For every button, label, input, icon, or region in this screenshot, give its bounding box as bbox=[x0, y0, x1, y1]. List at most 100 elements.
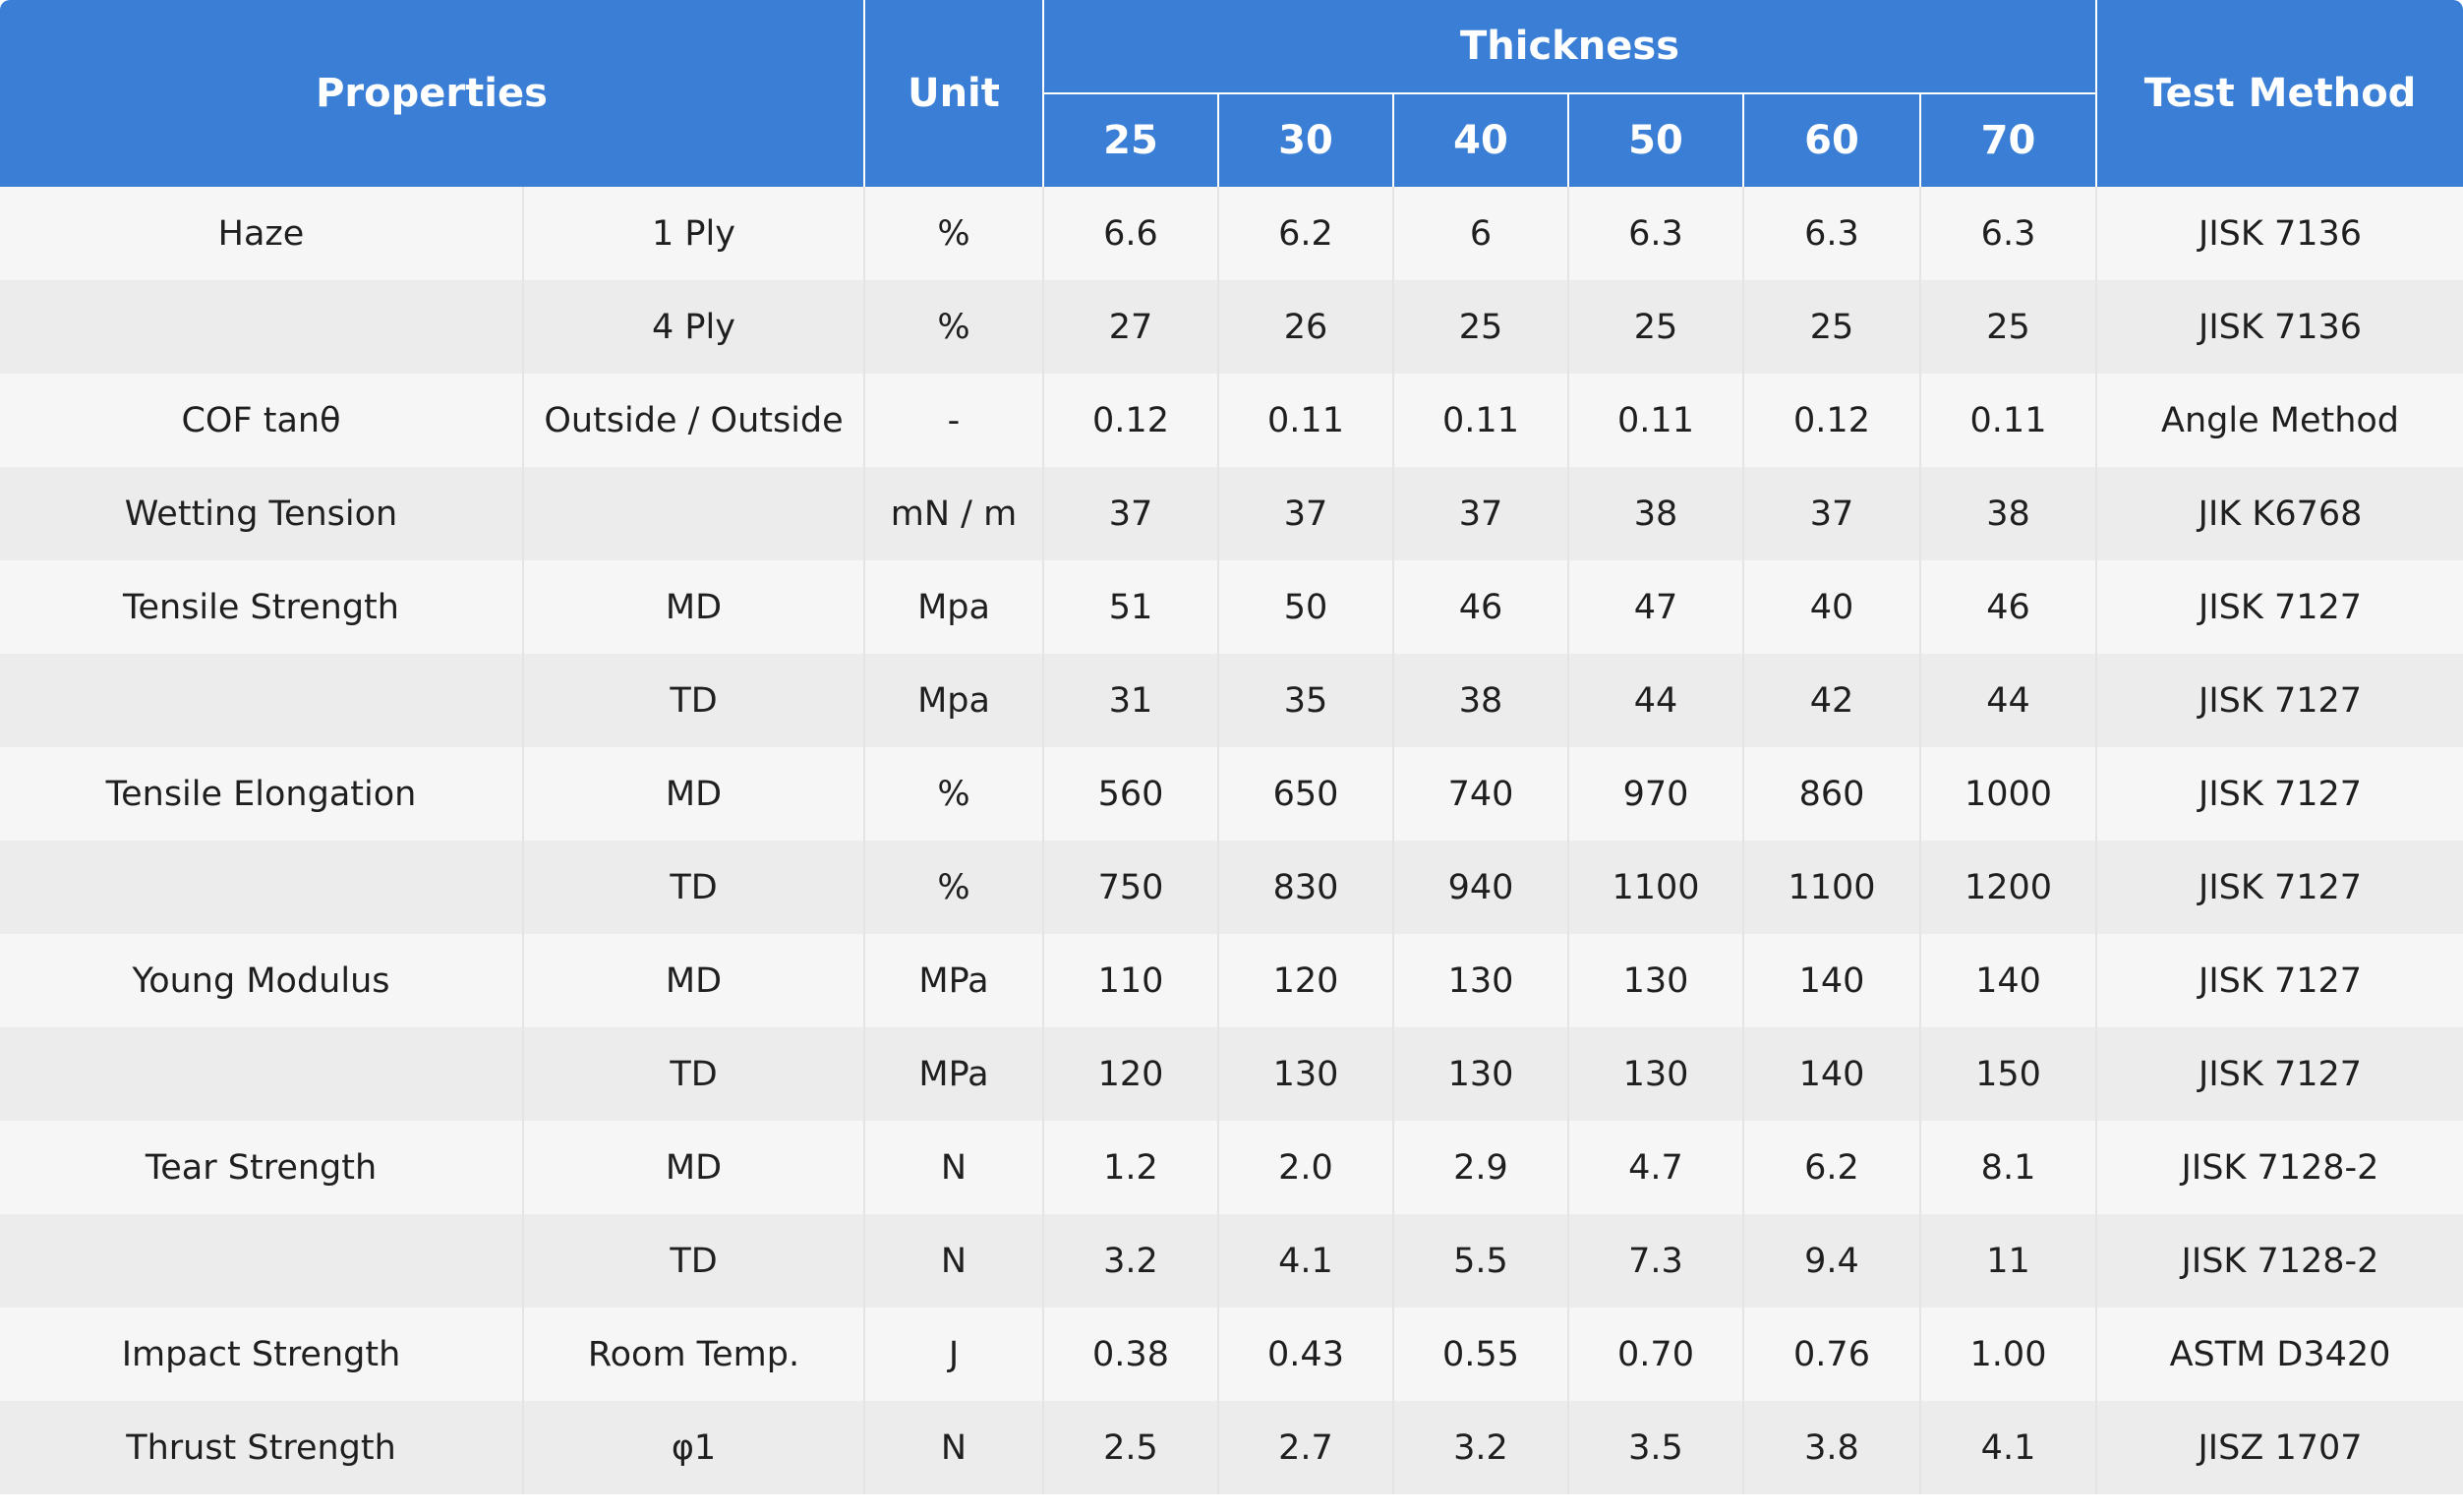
cell-value: 1.2 bbox=[1042, 1121, 1218, 1214]
cell-property bbox=[0, 280, 523, 374]
cell-property bbox=[0, 1214, 523, 1308]
cell-value: 750 bbox=[1042, 841, 1218, 934]
cell-condition: TD bbox=[522, 841, 864, 934]
header-thickness-value: 30 bbox=[1217, 92, 1394, 187]
cell-unit: % bbox=[863, 187, 1043, 280]
header-thickness: Thickness bbox=[1041, 0, 2098, 93]
cell-value: 130 bbox=[1567, 934, 1743, 1027]
cell-test-method: Angle Method bbox=[2095, 374, 2463, 467]
cell-property: Impact Strength bbox=[0, 1308, 523, 1401]
cell-value: 130 bbox=[1217, 1027, 1393, 1121]
cell-condition: Outside / Outside bbox=[522, 374, 864, 467]
cell-value: 40 bbox=[1742, 560, 1920, 654]
cell-test-method: JISK 7128-2 bbox=[2095, 1121, 2463, 1214]
table-row: Haze 1 Ply% 6.6 6.2 6 6.3 6.3 6.3 JISK 7136 bbox=[0, 187, 2463, 280]
header-thickness-value: 70 bbox=[1918, 92, 2098, 187]
table-row: 4 Ply% 27 26 25 25 25 25 JISK 7136 bbox=[0, 280, 2463, 374]
cell-value: 130 bbox=[1567, 1027, 1743, 1121]
cell-condition: MD bbox=[522, 1121, 864, 1214]
cell-value: 6.2 bbox=[1742, 1121, 1920, 1214]
cell-unit: mN / m bbox=[863, 467, 1043, 560]
cell-test-method: JISK 7136 bbox=[2095, 280, 2463, 374]
table-row: TD MPa 120 130 130 130 140 150 JISK 7127 bbox=[0, 1027, 2463, 1121]
cell-value: 44 bbox=[1567, 654, 1743, 747]
cell-value: 46 bbox=[1392, 560, 1568, 654]
cell-value: 110 bbox=[1042, 934, 1218, 1027]
cell-value: 1.00 bbox=[1918, 1308, 2097, 1401]
cell-value: 140 bbox=[1742, 1027, 1920, 1121]
cell-unit: N bbox=[863, 1214, 1043, 1308]
cell-value: 5.5 bbox=[1392, 1214, 1568, 1308]
cell-value: 0.12 bbox=[1742, 374, 1920, 467]
cell-unit: J bbox=[863, 1308, 1043, 1401]
cell-value: 6.2 bbox=[1217, 187, 1393, 280]
table-row: TD N 3.2 4.1 5.5 7.3 9.4 11 JISK 7128-2 bbox=[0, 1214, 2463, 1308]
table-row: TD Mpa 31 35 38 44 42 44 JISK 7127 bbox=[0, 654, 2463, 747]
cell-unit: MPa bbox=[863, 934, 1043, 1027]
cell-condition: Room Temp. bbox=[522, 1308, 864, 1401]
cell-condition bbox=[522, 467, 864, 560]
cell-value: 25 bbox=[1392, 280, 1568, 374]
table-row: Tensile Elongation MD% 560 650 740 970 860 1000… bbox=[0, 747, 2463, 841]
cell-value: 3.2 bbox=[1392, 1401, 1568, 1494]
table-body: Haze 1 Ply% 6.6 6.2 6 6.3 6.3 6.3 JISK 7136 4 Ply… bbox=[0, 187, 2463, 1494]
cell-test-method: JISK 7127 bbox=[2095, 747, 2463, 841]
cell-value: 0.38 bbox=[1042, 1308, 1218, 1401]
cell-value: 6.3 bbox=[1567, 187, 1743, 280]
cell-value: 6 bbox=[1392, 187, 1568, 280]
cell-value: 0.11 bbox=[1567, 374, 1743, 467]
cell-property bbox=[0, 654, 523, 747]
cell-value: 25 bbox=[1742, 280, 1920, 374]
header-unit: Unit bbox=[863, 0, 1044, 187]
table-header: Properties Unit Thickness Test Method 25… bbox=[0, 0, 2463, 187]
cell-value: 740 bbox=[1392, 747, 1568, 841]
cell-condition: MD bbox=[522, 560, 864, 654]
cell-value: 0.11 bbox=[1392, 374, 1568, 467]
cell-value: 4.1 bbox=[1918, 1401, 2097, 1494]
table-row: TD% 750 830 940 1100 1100 1200 JISK 7127 bbox=[0, 841, 2463, 934]
cell-value: 26 bbox=[1217, 280, 1393, 374]
cell-value: 0.12 bbox=[1042, 374, 1218, 467]
cell-property: Young Modulus bbox=[0, 934, 523, 1027]
cell-value: 860 bbox=[1742, 747, 1920, 841]
cell-test-method: JISK 7127 bbox=[2095, 934, 2463, 1027]
cell-value: 47 bbox=[1567, 560, 1743, 654]
cell-property: Tensile Elongation bbox=[0, 747, 523, 841]
cell-condition: TD bbox=[522, 1214, 864, 1308]
cell-value: 6.6 bbox=[1042, 187, 1218, 280]
cell-unit: N bbox=[863, 1121, 1043, 1214]
cell-value: 25 bbox=[1567, 280, 1743, 374]
cell-value: 46 bbox=[1918, 560, 2097, 654]
table-row: Impact Strength Room Temp. J 0.38 0.43 0.55 0.… bbox=[0, 1308, 2463, 1401]
cell-value: 7.3 bbox=[1567, 1214, 1743, 1308]
cell-property: COF tanθ bbox=[0, 374, 523, 467]
cell-value: 2.7 bbox=[1217, 1401, 1393, 1494]
cell-value: 940 bbox=[1392, 841, 1568, 934]
cell-value: 9.4 bbox=[1742, 1214, 1920, 1308]
cell-value: 38 bbox=[1392, 654, 1568, 747]
table-row: Tensile Strength MD Mpa 51 50 46 47 40 46 JISK 71… bbox=[0, 560, 2463, 654]
cell-value: 4.1 bbox=[1217, 1214, 1393, 1308]
cell-test-method: JISZ 1707 bbox=[2095, 1401, 2463, 1494]
cell-unit: % bbox=[863, 841, 1043, 934]
cell-property: Tear Strength bbox=[0, 1121, 523, 1214]
cell-value: 0.43 bbox=[1217, 1308, 1393, 1401]
cell-condition: 1 Ply bbox=[522, 187, 864, 280]
cell-value: 37 bbox=[1217, 467, 1393, 560]
cell-value: 140 bbox=[1742, 934, 1920, 1027]
cell-value: 42 bbox=[1742, 654, 1920, 747]
table-row: Young Modulus MD MPa 110 120 130 130 140 140 JISK… bbox=[0, 934, 2463, 1027]
cell-value: 970 bbox=[1567, 747, 1743, 841]
cell-property bbox=[0, 841, 523, 934]
cell-test-method: JISK 7127 bbox=[2095, 654, 2463, 747]
cell-test-method: JISK 7127 bbox=[2095, 560, 2463, 654]
table-row: Tear Strength MD N 1.2 2.0 2.9 4.7 6.2 8.1 JISK 7… bbox=[0, 1121, 2463, 1214]
cell-value: 560 bbox=[1042, 747, 1218, 841]
cell-test-method: JISK 7128-2 bbox=[2095, 1214, 2463, 1308]
cell-condition: TD bbox=[522, 654, 864, 747]
cell-value: 37 bbox=[1042, 467, 1218, 560]
cell-condition: MD bbox=[522, 934, 864, 1027]
cell-value: 2.9 bbox=[1392, 1121, 1568, 1214]
